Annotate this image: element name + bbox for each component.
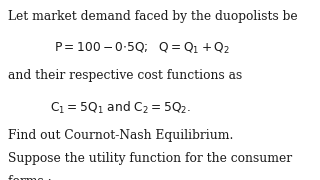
Text: and their respective cost functions as: and their respective cost functions as (8, 69, 242, 82)
Text: Find out Cournot-Nash Equilibrium.: Find out Cournot-Nash Equilibrium. (8, 129, 233, 142)
Text: Suppose the utility function for the consumer: Suppose the utility function for the con… (8, 152, 292, 165)
Text: $\mathrm{C_1 = 5Q_1\ and\ C_2 = 5Q_2.}$: $\mathrm{C_1 = 5Q_1\ and\ C_2 = 5Q_2.}$ (50, 100, 191, 116)
Text: forms :: forms : (8, 175, 52, 180)
Text: $\mathrm{P = 100 - 0{\cdot}5Q;\ \ Q = Q_1 + Q_2}$: $\mathrm{P = 100 - 0{\cdot}5Q;\ \ Q = Q_… (54, 40, 230, 56)
Text: Let market demand faced by the duopolists be: Let market demand faced by the duopolist… (8, 10, 298, 23)
